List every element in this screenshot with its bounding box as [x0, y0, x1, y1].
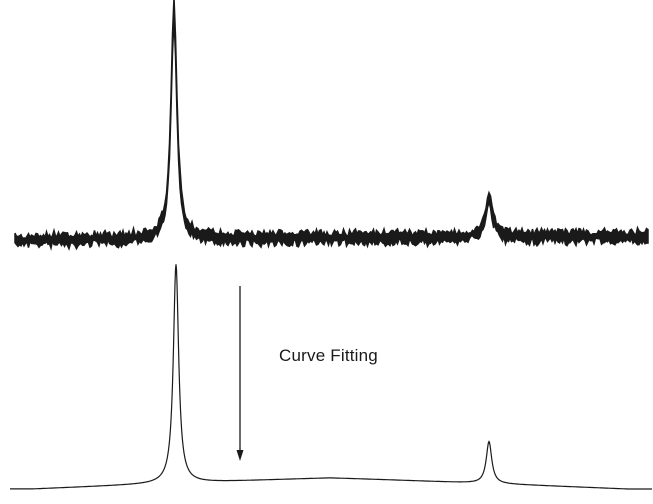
- raw-spectrum-trace: [14, 0, 649, 251]
- down-arrow-head: [236, 450, 244, 461]
- curve-fitting-label: Curve Fitting: [279, 346, 378, 365]
- down-arrow: [236, 286, 244, 461]
- fitted-curve: [10, 264, 652, 490]
- raw-spectrum-noise-band: [14, 0, 649, 251]
